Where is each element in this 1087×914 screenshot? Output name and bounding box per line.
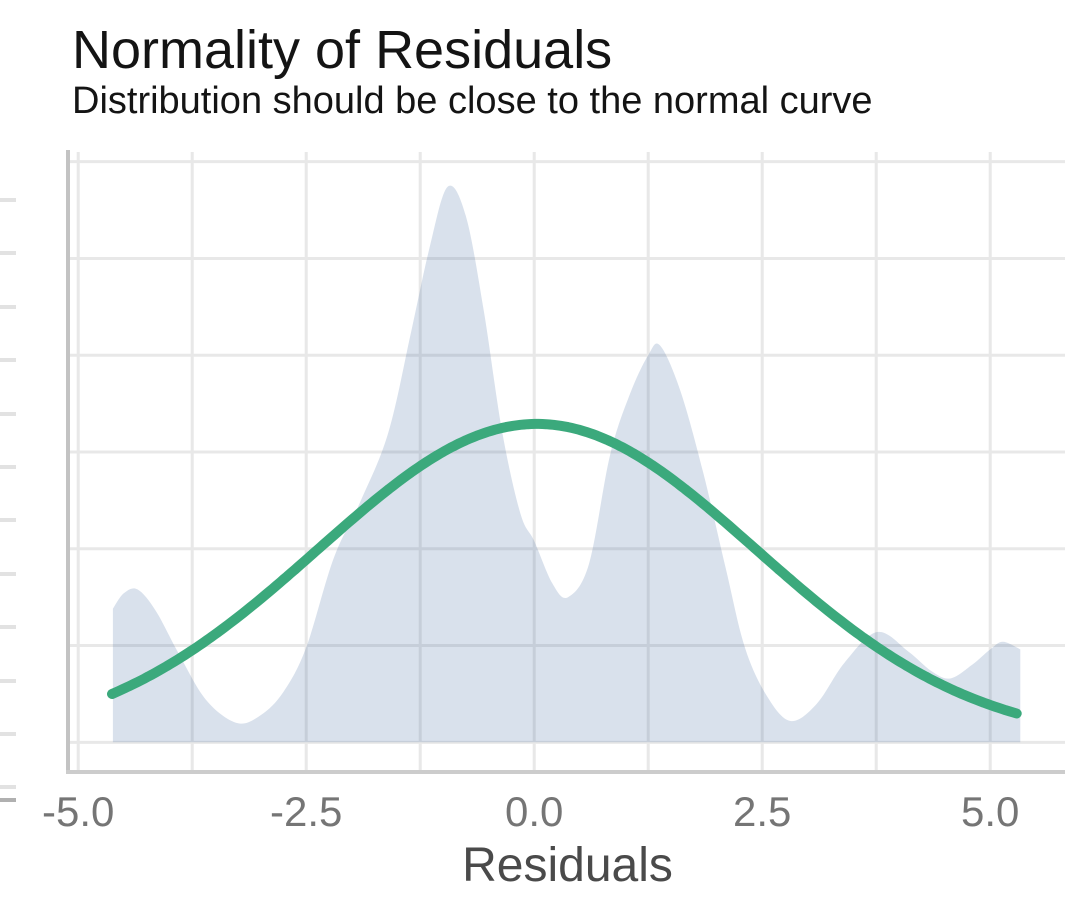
x-tick-label: -2.5 [270,788,342,835]
left-edge-tick [0,679,16,683]
left-edge-tick [0,465,16,469]
residual-density-area [112,185,1021,743]
plot-title: Normality of Residuals [72,20,613,80]
left-edge-tick [0,785,16,789]
left-edge-tick [0,518,16,522]
x-tick-label: 2.5 [733,788,791,835]
x-tick-label: 0.0 [505,788,563,835]
left-edge-tick [0,732,16,736]
left-edge-tick-dark [0,798,16,802]
left-edge-tick [0,305,16,309]
plot-subtitle: Distribution should be close to the norm… [72,80,873,122]
left-edge-tick [0,412,16,416]
left-edge-tick [0,358,16,362]
x-tick-label: -5.0 [42,788,114,835]
normal-curve-line [107,418,1022,719]
x-tick-label: 5.0 [961,788,1019,835]
x-axis-title: Residuals [462,839,673,892]
left-edge-tick [0,625,16,629]
left-edge-tick [0,572,16,576]
left-edge-tick [0,198,16,202]
left-edge-tick [0,251,16,255]
